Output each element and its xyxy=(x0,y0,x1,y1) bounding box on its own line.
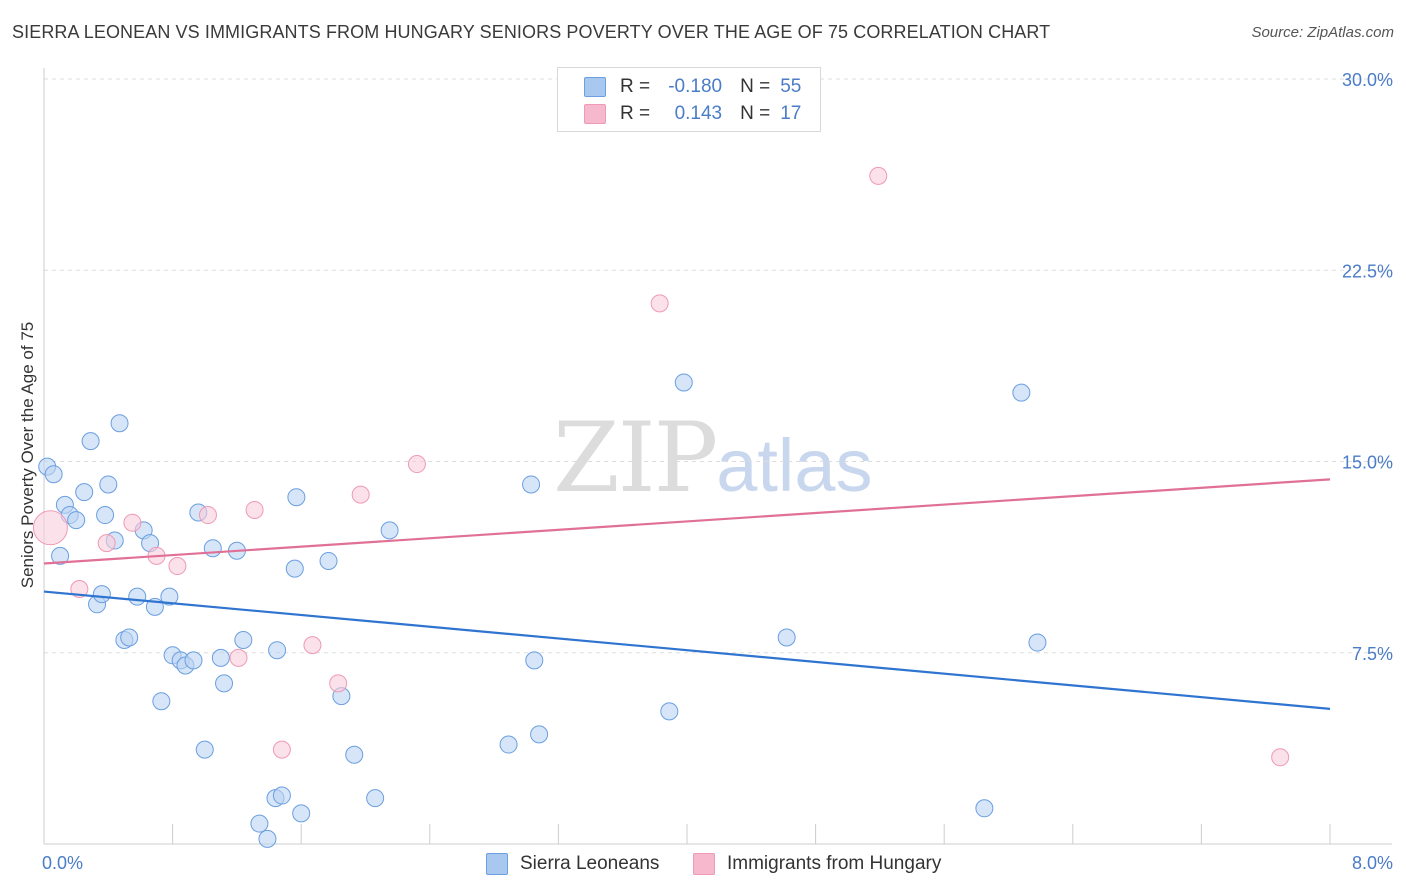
data-point-immigrants-hungary xyxy=(97,534,116,553)
data-point-immigrants-hungary xyxy=(351,485,370,504)
data-point-sierra-leoneans xyxy=(160,587,179,606)
data-point-sierra-leoneans xyxy=(525,651,544,670)
data-point-sierra-leoneans xyxy=(319,551,338,570)
data-point-sierra-leoneans xyxy=(211,648,230,667)
legend-n-value: 17 xyxy=(780,103,802,124)
legend-r-value: -0.180 xyxy=(668,76,723,97)
data-point-sierra-leoneans xyxy=(44,465,63,484)
data-point-sierra-leoneans xyxy=(287,488,306,507)
data-point-sierra-leoneans xyxy=(660,702,679,721)
legend-swatch-pink xyxy=(584,104,606,124)
data-point-sierra-leoneans xyxy=(99,475,118,494)
legend-r-label: R = xyxy=(620,103,651,124)
legend-n-label: N = xyxy=(740,103,771,124)
data-point-immigrants-hungary xyxy=(70,580,89,598)
data-point-sierra-leoneans xyxy=(203,539,222,558)
y-tick-label: 7.5% xyxy=(1352,644,1393,664)
data-point-sierra-leoneans xyxy=(195,740,214,759)
legend-row-sierra-leoneans: R = -0.180 N = 55 xyxy=(584,75,801,99)
watermark-zip: ZIP xyxy=(553,402,718,514)
data-point-sierra-leoneans xyxy=(975,799,994,818)
data-points xyxy=(32,166,1290,848)
data-point-sierra-leoneans xyxy=(1012,383,1031,402)
data-point-sierra-leoneans xyxy=(67,511,86,530)
data-point-immigrants-hungary xyxy=(329,674,348,693)
data-point-sierra-leoneans xyxy=(51,546,70,565)
data-point-sierra-leoneans xyxy=(674,373,693,392)
watermark: ZIPatlas xyxy=(553,402,873,514)
data-point-sierra-leoneans xyxy=(152,692,171,711)
bottom-legend-swatch-pink xyxy=(693,853,715,875)
data-point-immigrants-hungary xyxy=(407,455,426,474)
trend-line-sierra-leoneans xyxy=(43,590,1331,710)
bottom-legend-immigrants-hungary: Immigrants from Hungary xyxy=(693,851,941,877)
data-point-immigrants-hungary xyxy=(229,648,248,667)
legend-r-label: R = xyxy=(620,76,651,97)
data-point-sierra-leoneans xyxy=(184,651,203,670)
data-point-sierra-leoneans xyxy=(250,814,269,833)
trend-lines xyxy=(43,478,1331,710)
bottom-legend-swatch-blue xyxy=(486,853,508,875)
data-point-sierra-leoneans xyxy=(292,804,311,823)
axes xyxy=(43,68,1392,845)
data-point-sierra-leoneans xyxy=(110,414,129,433)
x-tick-label: 0.0% xyxy=(42,853,83,873)
data-point-immigrants-hungary xyxy=(869,166,888,185)
source-label: Source: ZipAtlas.com xyxy=(1251,24,1394,41)
data-point-sierra-leoneans xyxy=(128,587,147,606)
data-point-immigrants-hungary xyxy=(272,740,291,759)
data-point-sierra-leoneans xyxy=(96,506,115,525)
y-tick-label: 22.5% xyxy=(1342,261,1393,281)
data-point-sierra-leoneans xyxy=(258,829,277,848)
tick-labels: 7.5% 15.0% 22.5% 30.0% 0.0% 8.0% xyxy=(42,70,1393,873)
data-point-sierra-leoneans xyxy=(234,631,253,649)
data-point-sierra-leoneans xyxy=(345,745,364,764)
chart-title: SIERRA LEONEAN VS IMMIGRANTS FROM HUNGAR… xyxy=(12,22,1051,42)
legend-row-immigrants-hungary: R = 0.143 N = 17 xyxy=(584,102,801,126)
data-point-immigrants-hungary xyxy=(303,636,322,655)
data-point-sierra-leoneans xyxy=(272,786,291,805)
x-tick-label: 8.0% xyxy=(1352,853,1393,873)
data-point-immigrants-hungary xyxy=(168,557,187,576)
data-point-sierra-leoneans xyxy=(777,628,796,647)
data-point-sierra-leoneans xyxy=(499,735,518,754)
correlation-legend: R = -0.180 N = 55 R = 0.143 N = 17 xyxy=(557,67,821,132)
data-point-sierra-leoneans xyxy=(1028,633,1047,652)
data-point-sierra-leoneans xyxy=(120,628,139,647)
data-point-sierra-leoneans xyxy=(366,789,385,808)
data-point-immigrants-hungary xyxy=(1271,748,1290,767)
data-point-sierra-leoneans xyxy=(380,521,399,540)
bottom-legend-label: Immigrants from Hungary xyxy=(727,853,942,874)
grid-lines xyxy=(44,78,1392,654)
y-tick-label: 15.0% xyxy=(1342,453,1393,473)
y-tick-label: 30.0% xyxy=(1342,70,1393,90)
data-point-sierra-leoneans xyxy=(215,674,234,693)
data-point-immigrants-hungary xyxy=(198,506,217,525)
data-point-sierra-leoneans xyxy=(268,641,287,660)
trend-line-immigrants-hungary xyxy=(43,478,1331,565)
legend-r-value: 0.143 xyxy=(674,103,723,124)
legend-swatch-blue xyxy=(584,77,606,97)
data-point-sierra-leoneans xyxy=(285,559,304,578)
bottom-legend-label: Sierra Leoneans xyxy=(520,853,660,874)
watermark-atlas: atlas xyxy=(716,424,873,507)
legend-n-value: 55 xyxy=(780,76,802,97)
legend-n-label: N = xyxy=(740,76,771,97)
data-point-sierra-leoneans xyxy=(530,725,549,744)
data-point-sierra-leoneans xyxy=(75,483,94,502)
data-point-immigrants-hungary xyxy=(650,294,669,313)
data-point-immigrants-hungary xyxy=(32,510,68,546)
data-point-immigrants-hungary xyxy=(245,500,264,519)
data-point-immigrants-hungary xyxy=(123,513,142,532)
bottom-legend-sierra-leoneans: Sierra Leoneans xyxy=(486,851,659,877)
data-point-sierra-leoneans xyxy=(81,432,100,451)
data-point-sierra-leoneans xyxy=(522,475,541,494)
data-point-sierra-leoneans xyxy=(92,585,111,604)
